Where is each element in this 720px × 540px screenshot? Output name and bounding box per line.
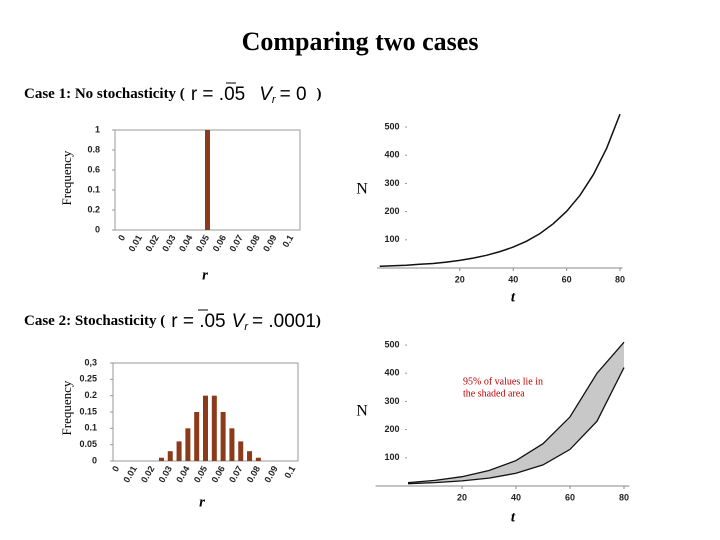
- bar: [255, 457, 261, 461]
- y-tick-label: 0.8: [87, 144, 100, 154]
- bar: [211, 395, 217, 461]
- line: [379, 113, 621, 268]
- x-tick-label: 0: [116, 233, 127, 242]
- bar: [220, 412, 226, 461]
- y-tick-label: 400: [384, 150, 399, 160]
- y-tick-label: 200: [384, 424, 399, 434]
- x-tick-label: 0.09: [261, 233, 278, 253]
- case2-close: ): [316, 313, 321, 329]
- x-tick-label: 0.06: [209, 464, 226, 484]
- slide-title: Comparing two cases: [242, 27, 479, 56]
- bar: [158, 457, 164, 461]
- y-axis-label: Frequency: [59, 380, 74, 435]
- x-tick-label: 0.04: [174, 464, 191, 484]
- case2-v-rest: = .0001: [252, 311, 316, 332]
- case1-v-rest: = 0: [280, 84, 307, 105]
- x-tick-label: 0.02: [143, 233, 160, 253]
- y-tick-label: 0.2: [87, 204, 100, 214]
- y-tick-label: 1: [95, 124, 100, 134]
- x-tick-label: 0.05: [194, 233, 211, 253]
- x-axis-label: r: [202, 267, 208, 283]
- x-axis-label: t: [511, 509, 516, 525]
- x-tick-label: 0.01: [127, 233, 144, 253]
- case1-v-sub: r: [272, 94, 277, 106]
- y-axis-label: N: [356, 403, 368, 420]
- case1-text: Case 1: No stochasticity (: [24, 86, 185, 102]
- x-tick-label: 0.02: [139, 464, 156, 484]
- x-tick-label: 0.08: [245, 464, 262, 484]
- x-tick-label: 0.06: [211, 233, 228, 253]
- x-tick-label: 0.03: [160, 233, 177, 253]
- y-tick-label: 0.2: [84, 390, 97, 400]
- x-tick-label: 0: [110, 464, 121, 473]
- case2-text: Case 2: Stochasticity (: [24, 313, 165, 329]
- x-tick-label: 0.01: [121, 464, 138, 484]
- y-tick-label: 0.25: [79, 374, 97, 384]
- x-tick-label: 0.07: [227, 233, 244, 253]
- x-tick-label: 40: [508, 274, 518, 284]
- y-tick-label: 0.1: [87, 184, 100, 194]
- y-tick-label: 0.6: [87, 164, 100, 174]
- x-tick-label: 40: [511, 492, 521, 502]
- annotation: 95% of values lie in: [463, 376, 543, 387]
- x-tick-label: 60: [565, 492, 575, 502]
- band-lower: [407, 367, 625, 485]
- case1-r: r = .05: [191, 84, 245, 105]
- bar: [247, 451, 253, 461]
- bar: [203, 395, 208, 461]
- case2-v-sub: r: [244, 321, 249, 333]
- x-tick-label: 0.04: [177, 233, 194, 253]
- band-upper: [407, 341, 625, 484]
- case1-label: Case 1: No stochasticity ( r = .05 Vr = 0): [24, 84, 322, 106]
- case2-label: Case 2: Stochasticity ( r = .05 Vr = .0001): [24, 311, 321, 333]
- case2-r: r = .05: [171, 311, 225, 332]
- annotation: the shaded area: [463, 388, 525, 399]
- y-axis-label: N: [356, 181, 368, 198]
- case1-v: V: [259, 84, 274, 105]
- x-tick-label: 0.1: [282, 464, 297, 480]
- bar: [229, 428, 235, 461]
- x-tick-label: 0.05: [192, 464, 209, 484]
- y-tick-label: 100: [384, 234, 399, 244]
- y-tick-label: 500: [384, 121, 399, 131]
- bar: [205, 130, 210, 230]
- bar: [176, 441, 182, 461]
- x-tick-label: 0.03: [157, 464, 174, 484]
- x-tick-label: 20: [457, 492, 467, 502]
- bar: [194, 412, 200, 461]
- x-tick-label: 0.08: [244, 233, 261, 253]
- x-tick-label: 80: [615, 274, 625, 284]
- y-tick-label: 0: [92, 455, 97, 465]
- y-tick-label: 500: [384, 339, 399, 349]
- bar: [238, 441, 244, 461]
- y-axis-label: Frequency: [59, 150, 74, 205]
- x-tick-label: 0.09: [262, 464, 279, 484]
- y-tick-label: 0,3: [84, 357, 97, 367]
- y-tick-label: 300: [384, 396, 399, 406]
- bar: [167, 451, 173, 461]
- x-tick-label: 60: [562, 274, 572, 284]
- bar: [185, 428, 191, 461]
- y-tick-label: 400: [384, 368, 399, 378]
- y-tick-label: 0.1: [84, 423, 97, 433]
- y-tick-label: 300: [384, 178, 399, 188]
- x-tick-label: 80: [619, 492, 629, 502]
- y-tick-label: 0: [95, 224, 100, 234]
- case2-v: V: [232, 311, 247, 332]
- x-axis-label: t: [511, 289, 516, 305]
- case1-close: ): [317, 86, 322, 102]
- x-tick-label: 0.07: [227, 464, 244, 484]
- y-tick-label: 0.15: [79, 406, 97, 416]
- y-tick-label: 200: [384, 206, 399, 216]
- y-tick-label: 0.05: [79, 439, 97, 449]
- x-tick-label: 0.1: [280, 233, 295, 249]
- x-tick-label: 20: [455, 274, 465, 284]
- x-axis-label: r: [199, 494, 205, 510]
- band-area: [408, 342, 624, 484]
- y-tick-label: 100: [384, 452, 399, 462]
